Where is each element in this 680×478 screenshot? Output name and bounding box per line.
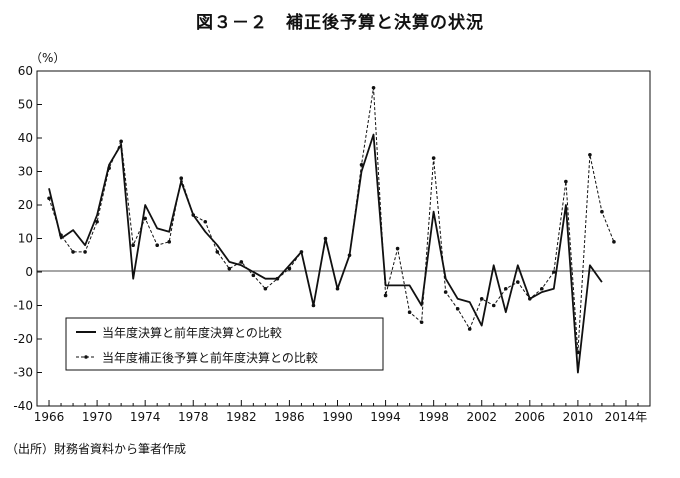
data-point (227, 266, 232, 271)
legend-label-budget: 当年度補正後予算と前年度決算との比較 (102, 350, 318, 365)
y-tick-label: 20 (18, 198, 33, 212)
data-point (407, 310, 412, 315)
x-tick-label: 1998 (418, 410, 449, 424)
x-tick-label: 1990 (322, 410, 353, 424)
data-point (467, 327, 472, 331)
data-point (335, 286, 340, 291)
y-tick-label: -30 (13, 366, 33, 380)
data-point (552, 270, 556, 274)
x-tick-label: 2002 (466, 410, 497, 424)
data-point (299, 250, 304, 254)
y-axis-unit-label: （%） (30, 51, 65, 65)
y-tick-label: 10 (18, 232, 33, 246)
data-point (215, 250, 220, 254)
data-point (371, 85, 376, 90)
y-tick-label: 40 (18, 131, 33, 145)
x-tick-label: 1966 (34, 410, 65, 424)
data-point (107, 166, 111, 170)
data-point (540, 286, 544, 291)
x-tick-label: 1982 (226, 410, 257, 424)
data-point (287, 266, 292, 271)
data-point (83, 250, 87, 254)
data-point (311, 303, 316, 308)
data-point (143, 216, 147, 221)
data-point (119, 139, 123, 144)
x-tick-label: 2006 (515, 410, 546, 424)
data-point (395, 246, 400, 251)
source-note: （出所）財務省資料から筆者作成 (6, 442, 187, 456)
x-tick-label: 1974 (130, 410, 161, 424)
data-point (59, 233, 63, 237)
data-point (503, 286, 508, 291)
data-point (47, 196, 51, 201)
data-point (155, 243, 159, 247)
data-point (588, 152, 592, 157)
data-point (275, 276, 280, 281)
x-tick-label: 2010 (563, 410, 594, 424)
data-point (251, 273, 256, 278)
x-tick-label: 1970 (82, 410, 113, 424)
y-tick-label: -20 (13, 332, 33, 346)
data-point (431, 156, 436, 160)
data-point (455, 307, 460, 311)
legend-label-settled: 当年度決算と前年度決算との比較 (102, 325, 282, 340)
y-tick-label: -10 (13, 299, 33, 313)
data-point (612, 240, 616, 244)
data-point (359, 163, 364, 167)
series-layer (47, 85, 616, 374)
data-point (347, 253, 352, 258)
legend: 当年度決算と前年度決算との比較 当年度補正後予算と前年度決算との比較 (65, 317, 384, 371)
data-point (491, 303, 496, 308)
y-tick-label: 50 (18, 98, 33, 112)
x-axis: 1966 1970 1974 1978 1982 1986 1990 1994 1998 2002… (34, 400, 647, 424)
x-tick-label: 2014年 (605, 410, 648, 424)
data-point (167, 240, 172, 244)
y-tick-label: -40 (13, 399, 33, 413)
y-tick-label: 30 (18, 165, 33, 179)
x-tick-label: 1994 (370, 410, 401, 424)
data-point (600, 209, 604, 214)
data-point (95, 219, 99, 224)
data-point (443, 290, 448, 294)
data-point (479, 297, 484, 301)
data-point (263, 286, 268, 291)
data-point (131, 243, 135, 247)
data-point (528, 297, 532, 301)
data-point (191, 213, 196, 217)
data-point (419, 320, 424, 325)
data-point (71, 250, 75, 254)
legend-box (65, 317, 384, 371)
x-tick-label: 1978 (178, 410, 209, 424)
data-point (383, 293, 388, 298)
data-point (323, 236, 328, 241)
y-tick-label: 0 (25, 265, 33, 279)
x-tick-label: 1986 (274, 410, 305, 424)
data-point (564, 179, 568, 184)
series-line-1 (48, 87, 615, 353)
data-point (576, 350, 580, 355)
y-tick-label: 60 (18, 64, 33, 78)
y-axis: 60 50 40 30 20 10 0 -10 -20 -30 -40 (13, 64, 42, 413)
legend-swatch-marker (84, 355, 88, 359)
data-point (239, 260, 244, 264)
data-point (179, 176, 184, 180)
data-point (203, 219, 208, 224)
data-point (515, 280, 520, 284)
chart-title: 図３－２ 補正後予算と決算の状況 (196, 13, 484, 33)
